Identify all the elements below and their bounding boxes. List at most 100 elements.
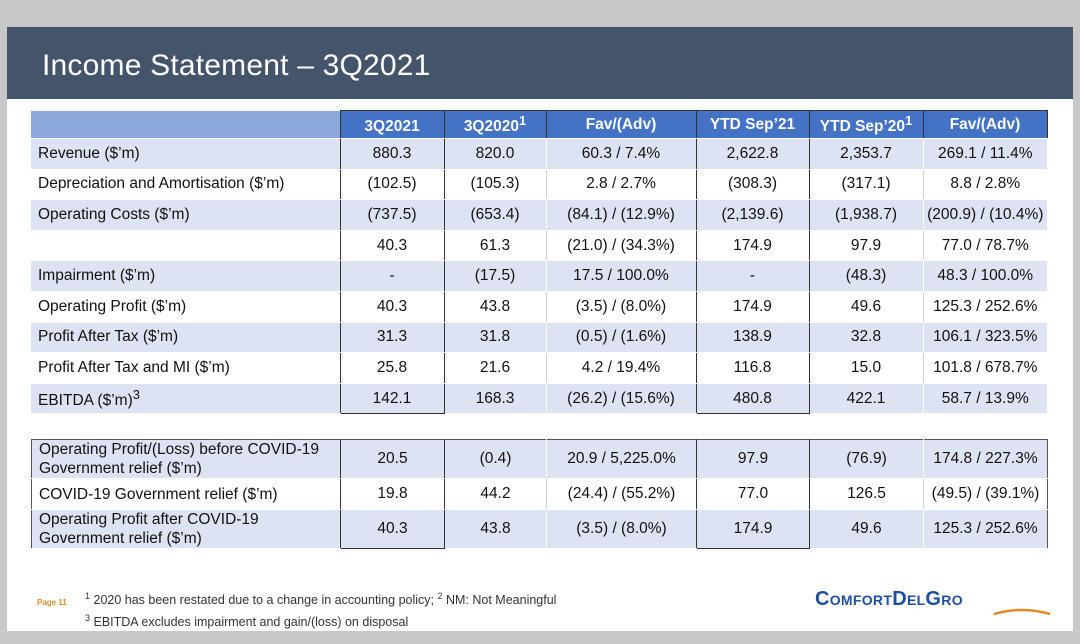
cell-ytd-sep21: 77.0 bbox=[696, 478, 810, 510]
table-row: Profit After Tax ($’m) 31.3 31.8 (0.5) / (1… bbox=[31, 322, 1047, 354]
comfortdelgro-logo: ComfortDelGro bbox=[815, 588, 963, 610]
table-row: Operating Profit after COVID-19 Governme… bbox=[31, 509, 1048, 549]
cell-3q2021: (737.5) bbox=[339, 199, 445, 231]
cell-ytd-sep21: 116.8 bbox=[695, 352, 810, 384]
cell-ytd-sep20: (317.1) bbox=[808, 169, 923, 201]
column-header-ytd-sep20: YTD Sep’201 bbox=[808, 110, 924, 139]
cell-ytd-sep21: (2,139.6) bbox=[695, 199, 810, 231]
table-row: Impairment ($’m) - (17.5) 17.5 / 100.0% - (48… bbox=[31, 260, 1047, 292]
cell-3q2020: 43.8 bbox=[444, 509, 547, 549]
cell-fav-adv-ytd: 125.3 / 252.6% bbox=[923, 509, 1048, 549]
cell-3q2021: - bbox=[339, 260, 445, 292]
row-label-blank bbox=[31, 230, 340, 262]
cell-ytd-sep21: 97.9 bbox=[696, 439, 810, 479]
cell-ytd-sep20: (48.3) bbox=[808, 260, 923, 292]
cell-3q2020: (105.3) bbox=[443, 169, 546, 201]
cell-ytd-sep21: (308.3) bbox=[695, 169, 810, 201]
logo-swoosh-icon bbox=[993, 608, 1051, 616]
cell-3q2020: (17.5) bbox=[443, 260, 546, 292]
table-row: Operating Profit ($’m) 40.3 43.8 (3.5) / (8… bbox=[31, 291, 1047, 323]
row-label-ebitda-m: EBITDA ($’m)3 bbox=[31, 383, 340, 415]
cell-3q2021: 31.3 bbox=[339, 322, 445, 354]
table-row: EBITDA ($’m)3 142.1 168.3 (26.2) / (15.6%) 4… bbox=[31, 383, 1047, 415]
column-header-3q2020: 3Q20201 bbox=[443, 110, 547, 139]
table-row: 40.3 61.3 (21.0) / (34.3%) 174.9 97.9 77.0 / … bbox=[31, 230, 1047, 262]
cell-fav-adv-quarter: (84.1) / (12.9%) bbox=[545, 199, 696, 231]
income-statement-body: 3Q2021 3Q20201 Fav/(Adv) YTD Sep’21 YTD … bbox=[31, 110, 1048, 415]
table-row: Operating Costs ($’m) (737.5) (653.4) (84.1… bbox=[31, 199, 1047, 231]
cell-3q2021: 40.3 bbox=[339, 230, 445, 262]
cell-ytd-sep20: 32.8 bbox=[808, 322, 923, 354]
covid-relief-table: Operating Profit/(Loss) before COVID-19 … bbox=[31, 439, 1048, 549]
title-bar: Income Statement – 3Q2021 bbox=[7, 27, 1073, 99]
table-row: Depreciation and Amortisation ($’m) (102.… bbox=[31, 169, 1047, 201]
cell-fav-adv-ytd: 125.3 / 252.6% bbox=[922, 291, 1047, 323]
cell-3q2020: 44.2 bbox=[444, 478, 547, 510]
cell-ytd-sep20: 2,353.7 bbox=[808, 138, 923, 170]
cell-fav-adv-quarter: 2.8 / 2.7% bbox=[545, 169, 696, 201]
cell-fav-adv-ytd: (200.9) / (10.4%) bbox=[922, 199, 1047, 231]
row-label-depreciation-and-amortisation-m: Depreciation and Amortisation ($’m) bbox=[31, 169, 340, 201]
cell-fav-adv-ytd: 48.3 / 100.0% bbox=[922, 260, 1047, 292]
cell-fav-adv-quarter: (21.0) / (34.3%) bbox=[545, 230, 696, 262]
cell-3q2020: (0.4) bbox=[444, 439, 547, 479]
cell-3q2021: 19.8 bbox=[340, 478, 445, 510]
cell-fav-adv-ytd: 174.8 / 227.3% bbox=[923, 439, 1048, 479]
row-label-covid-19-government-relief-m: COVID-19 Government relief ($’m) bbox=[31, 478, 341, 510]
cell-ytd-sep20: 49.6 bbox=[809, 509, 924, 549]
cell-3q2020: 31.8 bbox=[443, 322, 546, 354]
header-label-cell bbox=[31, 110, 340, 139]
footnote-line-2: 3 EBITDA excludes impairment and gain/(l… bbox=[85, 613, 409, 630]
row-label-profit-after-tax-and-mi-m: Profit After Tax and MI ($’m) bbox=[31, 352, 340, 384]
cell-3q2020: 820.0 bbox=[443, 138, 546, 170]
cell-ytd-sep21: - bbox=[695, 260, 810, 292]
cell-ytd-sep20: 97.9 bbox=[808, 230, 923, 262]
cell-fav-adv-quarter: 17.5 / 100.0% bbox=[545, 260, 696, 292]
row-label-operating-profit-m: Operating Profit ($’m) bbox=[31, 291, 340, 323]
page-number: Page 11 bbox=[37, 598, 67, 607]
row-label-operating-profit-loss-before-covid-19-government-relief-m: Operating Profit/(Loss) before COVID-19 … bbox=[31, 439, 341, 479]
cell-ytd-sep21: 174.9 bbox=[696, 509, 810, 549]
cell-fav-adv-ytd: 58.7 / 13.9% bbox=[922, 383, 1047, 415]
row-label-profit-after-tax-m: Profit After Tax ($’m) bbox=[31, 322, 340, 354]
cell-3q2020: 21.6 bbox=[443, 352, 546, 384]
table-row: COVID-19 Government relief ($’m) 19.8 44.2… bbox=[31, 478, 1048, 510]
cell-3q2020: 168.3 bbox=[443, 383, 546, 415]
table-row: Operating Profit/(Loss) before COVID-19 … bbox=[31, 439, 1048, 479]
cell-ytd-sep21: 480.8 bbox=[695, 383, 810, 415]
cell-fav-adv-quarter: (26.2) / (15.6%) bbox=[545, 383, 696, 415]
cell-3q2021: 40.3 bbox=[340, 509, 445, 549]
row-label-operating-costs-m: Operating Costs ($’m) bbox=[31, 199, 340, 231]
cell-ytd-sep21: 174.9 bbox=[695, 291, 810, 323]
footnotes: 1 2020 has been restated due to a change… bbox=[85, 587, 556, 631]
cell-fav-adv-ytd: 269.1 / 11.4% bbox=[922, 138, 1047, 170]
cell-fav-adv-ytd: 77.0 / 78.7% bbox=[922, 230, 1047, 262]
cell-3q2020: (653.4) bbox=[443, 199, 546, 231]
cell-fav-adv-quarter: (24.4) / (55.2%) bbox=[546, 478, 697, 510]
table-row: Profit After Tax and MI ($’m) 25.8 21.6 4.2… bbox=[31, 352, 1047, 384]
cell-ytd-sep21: 2,622.8 bbox=[695, 138, 810, 170]
table-row: Revenue ($’m) 880.3 820.0 60.3 / 7.4% 2,622.… bbox=[31, 138, 1047, 170]
cell-fav-adv-ytd: (49.5) / (39.1%) bbox=[923, 478, 1048, 510]
page-title: Income Statement – 3Q2021 bbox=[42, 49, 431, 82]
cell-ytd-sep20: 126.5 bbox=[809, 478, 924, 510]
column-header-ytd-sep21: YTD Sep’21 bbox=[695, 110, 810, 139]
cell-fav-adv-quarter: (3.5) / (8.0%) bbox=[546, 509, 697, 549]
cell-fav-adv-quarter: (3.5) / (8.0%) bbox=[545, 291, 696, 323]
cell-ytd-sep21: 138.9 bbox=[695, 322, 810, 354]
column-header-3q2021: 3Q2021 bbox=[339, 110, 445, 139]
cell-3q2021: 880.3 bbox=[339, 138, 445, 170]
covid-relief-body: Operating Profit/(Loss) before COVID-19 … bbox=[31, 439, 1048, 549]
cell-ytd-sep20: (1,938.7) bbox=[808, 199, 923, 231]
cell-3q2020: 43.8 bbox=[443, 291, 546, 323]
cell-fav-adv-ytd: 106.1 / 323.5% bbox=[922, 322, 1047, 354]
row-label-impairment-m: Impairment ($’m) bbox=[31, 260, 340, 292]
table-header-row: 3Q2021 3Q20201 Fav/(Adv) YTD Sep’21 YTD … bbox=[31, 110, 1048, 139]
cell-ytd-sep20: 15.0 bbox=[808, 352, 923, 384]
cell-ytd-sep20: 422.1 bbox=[808, 383, 923, 415]
row-label-operating-profit-after-covid-19-government-relief-m: Operating Profit after COVID-19 Governme… bbox=[31, 509, 341, 549]
column-header-fav-adv-ytd: Fav/(Adv) bbox=[922, 110, 1048, 139]
cell-3q2020: 61.3 bbox=[443, 230, 546, 262]
footnote-line-1: 1 2020 has been restated due to a change… bbox=[85, 591, 557, 608]
cell-fav-adv-ytd: 8.8 / 2.8% bbox=[922, 169, 1047, 201]
